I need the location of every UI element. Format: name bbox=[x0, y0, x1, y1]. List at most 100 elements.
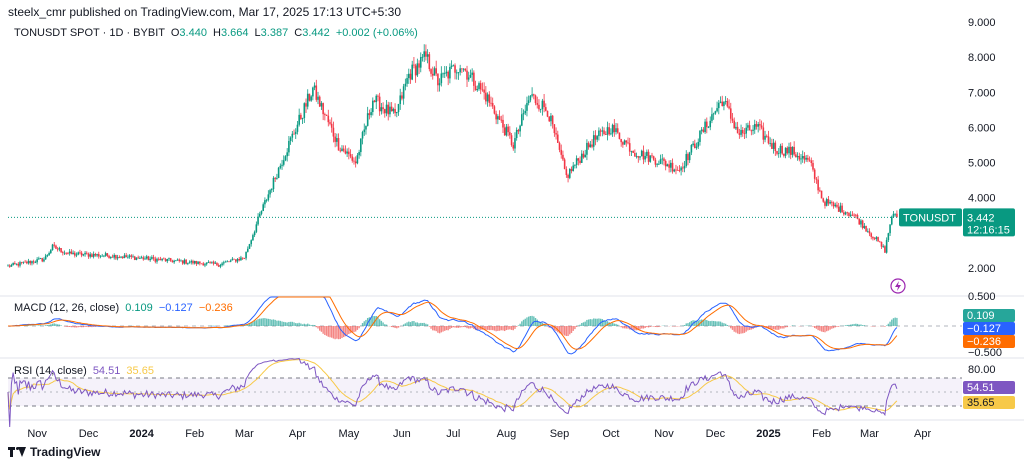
macd-bar bbox=[445, 326, 448, 331]
macd-bar bbox=[303, 323, 306, 326]
publisher-line: steelx_cmr published on TradingView.com,… bbox=[8, 5, 401, 19]
x-tick-label: Apr bbox=[289, 428, 306, 440]
x-tick-label: Nov bbox=[654, 428, 674, 440]
candle bbox=[133, 256, 136, 260]
candle bbox=[135, 257, 138, 260]
candle bbox=[96, 254, 98, 256]
rsi-y-tick: 80.00 bbox=[968, 364, 996, 376]
candle bbox=[123, 255, 126, 258]
candle bbox=[305, 103, 307, 107]
candle bbox=[483, 89, 485, 93]
macd-bar bbox=[658, 326, 660, 328]
macd-signal-value: −0.236 bbox=[198, 302, 233, 314]
macd-bar bbox=[353, 326, 355, 333]
candle bbox=[34, 262, 37, 264]
macd-bar bbox=[300, 323, 302, 326]
candle bbox=[440, 73, 443, 84]
candle bbox=[687, 154, 689, 161]
x-tick-label: 2025 bbox=[756, 428, 780, 440]
candle bbox=[543, 100, 545, 108]
macd-bar bbox=[269, 319, 271, 326]
candle bbox=[546, 110, 549, 117]
macd-bar bbox=[339, 326, 341, 340]
macd-hist-value: 0.109 bbox=[125, 302, 153, 314]
candle bbox=[594, 135, 597, 140]
rsi-value-badge-text: 54.51 bbox=[967, 382, 995, 394]
candle bbox=[116, 257, 119, 259]
candle bbox=[418, 63, 420, 68]
candle bbox=[699, 130, 701, 142]
macd-bar bbox=[75, 326, 78, 328]
macd-bar bbox=[457, 326, 460, 328]
candle bbox=[829, 201, 831, 204]
macd-bar bbox=[884, 326, 886, 327]
candle bbox=[704, 121, 706, 133]
candle bbox=[149, 258, 151, 261]
macd-bar bbox=[538, 321, 540, 326]
macd-label[interactable]: MACD (12, 26, close) bbox=[14, 302, 120, 314]
macd-bar bbox=[514, 326, 516, 329]
macd-bar bbox=[536, 319, 538, 326]
candle bbox=[599, 130, 602, 132]
candle bbox=[728, 106, 730, 109]
candle bbox=[598, 130, 600, 137]
candle bbox=[789, 146, 792, 155]
macd-bar bbox=[512, 326, 514, 331]
rsi-label[interactable]: RSI (14, close) bbox=[14, 365, 87, 377]
candle bbox=[26, 261, 28, 264]
rsi-ma-badge bbox=[963, 396, 1015, 409]
candle bbox=[452, 65, 455, 67]
macd-bar bbox=[589, 319, 592, 326]
candle bbox=[882, 246, 885, 248]
candle bbox=[551, 115, 554, 125]
candle bbox=[521, 114, 523, 126]
macd-bar bbox=[606, 321, 609, 326]
macd-bar bbox=[736, 326, 739, 334]
candle bbox=[459, 68, 461, 73]
candle bbox=[243, 258, 246, 260]
candle bbox=[286, 152, 288, 157]
macd-bar bbox=[695, 320, 698, 326]
macd-bar bbox=[324, 326, 326, 336]
candle bbox=[211, 261, 213, 263]
macd-bar bbox=[829, 326, 831, 330]
macd-bar bbox=[58, 324, 61, 326]
macd-bar bbox=[653, 326, 655, 327]
macd-bar bbox=[740, 326, 742, 334]
candle bbox=[373, 100, 376, 103]
macd-bar bbox=[444, 326, 446, 331]
candle bbox=[711, 114, 713, 121]
candle bbox=[572, 165, 575, 172]
candle bbox=[36, 259, 38, 263]
candle bbox=[872, 236, 874, 239]
macd-bar bbox=[646, 326, 648, 328]
candle bbox=[865, 225, 867, 232]
candle bbox=[288, 140, 290, 153]
macd-bar bbox=[55, 323, 57, 326]
macd-bar bbox=[430, 326, 432, 329]
candle bbox=[97, 254, 100, 257]
candle bbox=[831, 201, 833, 203]
macd-bar bbox=[454, 326, 456, 328]
macd-bar bbox=[747, 326, 749, 331]
candle bbox=[825, 199, 828, 206]
candle bbox=[673, 169, 676, 172]
candle bbox=[836, 204, 838, 207]
macd-bar bbox=[497, 326, 499, 331]
candle bbox=[200, 263, 203, 265]
candle bbox=[15, 263, 18, 265]
candle bbox=[289, 137, 292, 141]
candle bbox=[241, 257, 244, 259]
candle bbox=[113, 255, 115, 258]
candle bbox=[697, 141, 700, 147]
candle bbox=[368, 113, 371, 116]
candle bbox=[130, 255, 133, 257]
macd-bar bbox=[284, 322, 287, 326]
candle bbox=[38, 258, 40, 260]
candle bbox=[106, 253, 109, 256]
macd-bar bbox=[704, 319, 706, 326]
candle bbox=[205, 262, 208, 265]
macd-bar bbox=[408, 321, 410, 326]
symbol-label[interactable]: TONUSDT SPOT · 1D · BYBIT bbox=[14, 27, 165, 39]
